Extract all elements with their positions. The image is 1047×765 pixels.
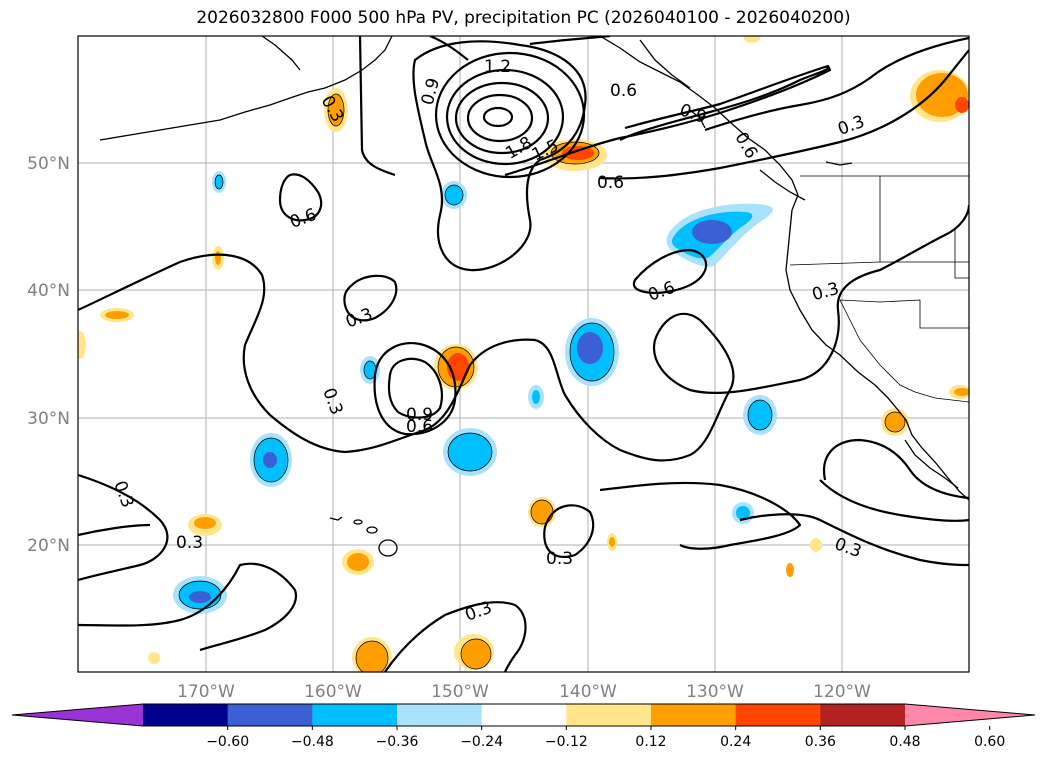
colorbar-segment [820,704,906,726]
map-area [78,36,969,672]
lat-label: 20°N [27,536,70,556]
colorbar-extend-high [905,704,1035,726]
lat-label: 50°N [27,154,70,174]
contour-label: 0.6 [597,173,624,193]
lon-label: 120°W [813,682,871,702]
lon-label: 130°W [686,682,744,702]
lon-label: 170°W [177,682,235,702]
contour-label: 0.6 [610,81,637,101]
colorbar-segment [143,704,229,726]
colorbar-segment [227,704,313,726]
colorbar-tick-label: 0.24 [720,734,751,750]
colorbar-tick-label: −0.48 [291,734,334,750]
lon-labels: 170°W 160°W 150°W 140°W 130°W 120°W [177,682,871,702]
map-frame [77,35,970,673]
colorbar-tick-label: −0.60 [206,734,249,750]
colorbar-tick-label: 0.48 [889,734,920,750]
lon-label: 140°W [559,682,617,702]
lat-label: 40°N [27,281,70,301]
colorbar-segment [566,704,652,726]
colorbar: −0.60 −0.48 −0.36 −0.24 −0.12 0.12 0.24 0.36 0.4… [11,703,1036,750]
pv-contours [78,36,969,672]
colorbar-segment [312,704,398,726]
contour-label: 0.3 [176,533,203,553]
colorbar-segment [481,704,567,726]
precip-outlines [178,93,906,672]
contour-label: 0.3 [546,549,573,569]
colorbar-outline [11,703,1036,727]
colorbar-tick-label: 0.60 [974,734,1005,750]
contour-label: 0.9 [406,405,433,425]
colorbar-tick-label: 0.12 [635,734,666,750]
colorbar-tick-label: 0.36 [805,734,836,750]
contour-label: 0.6 [406,417,433,437]
colorbar-tick-label: −0.12 [545,734,588,750]
colorbar-tick-label: −0.36 [376,734,419,750]
lon-label: 160°W [304,682,362,702]
borders [789,175,969,403]
map-title: 2026032800 F000 500 hPa PV, precipitatio… [196,8,851,28]
lat-labels: 50°N 40°N 30°N 20°N [27,154,70,556]
coastlines [99,36,969,557]
colorbar-extend-low [12,704,143,726]
lon-label: 150°W [431,682,489,702]
colorbar-tick-label: −0.24 [460,734,503,750]
colorbar-segment [651,704,737,726]
colorbar-segment [397,704,483,726]
contour-label: 1.2 [484,57,511,77]
lat-label: 30°N [27,409,70,429]
colorbar-segment [735,704,821,726]
